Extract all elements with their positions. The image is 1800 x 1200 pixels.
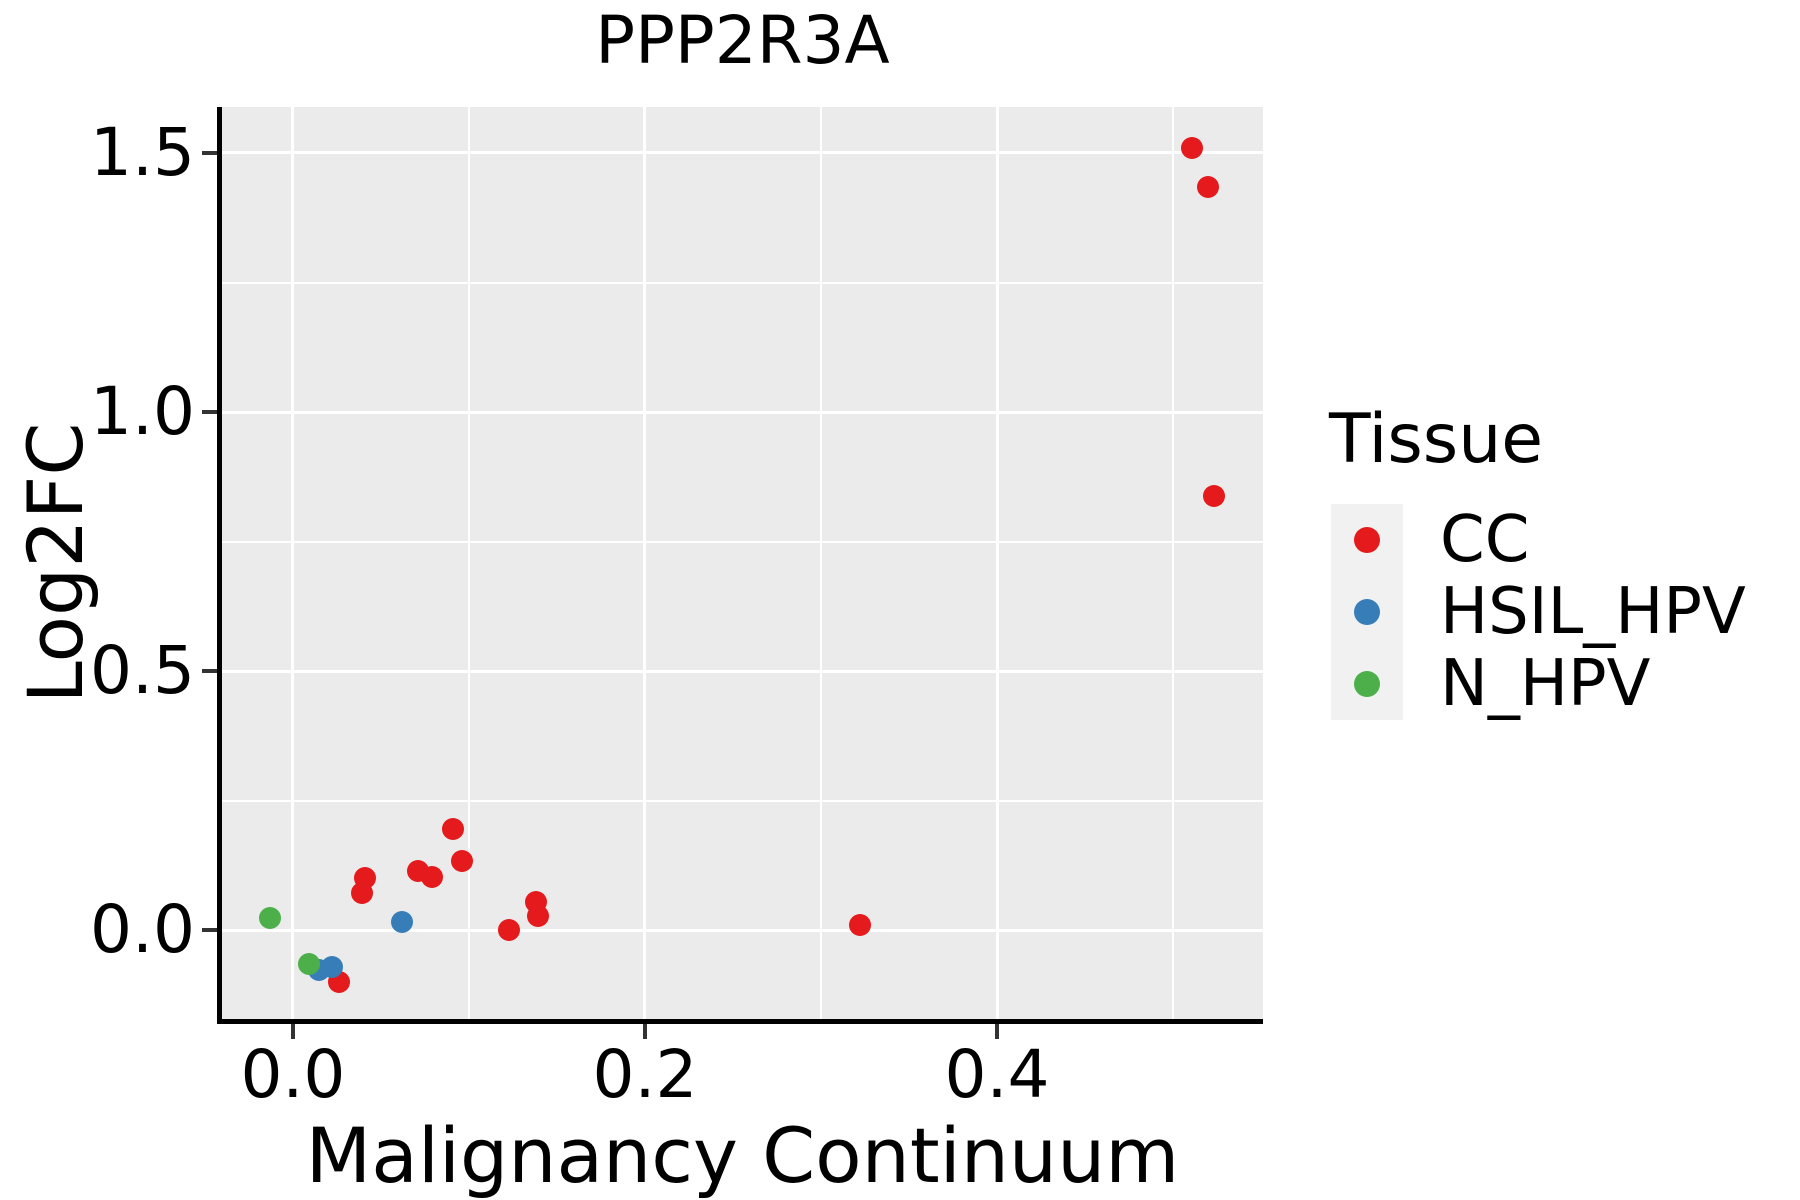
legend-title: Tissue	[1329, 400, 1544, 479]
data-point-CC	[442, 817, 465, 840]
legend-row-N_HPV: N_HPV	[1331, 648, 1746, 720]
data-point-CC	[1181, 136, 1204, 159]
x-tick-mark	[995, 1024, 1000, 1039]
x-major-gridline	[995, 107, 999, 1019]
x-tick-mark	[642, 1024, 647, 1039]
legend-row-HSIL_HPV: HSIL_HPV	[1331, 576, 1746, 648]
y-minor-gridline	[222, 281, 1263, 284]
legend-key	[1331, 504, 1403, 576]
y-tick-mark	[202, 928, 217, 932]
data-point-CC	[350, 882, 373, 905]
data-point-CC	[526, 904, 549, 927]
y-axis-title-text: Log2FC	[11, 422, 100, 704]
y-tick-label: 1.5	[90, 113, 195, 191]
x-tick-label: 0.4	[944, 1036, 1050, 1113]
y-tick-label: 1.0	[90, 373, 195, 450]
data-point-CC	[1197, 175, 1220, 198]
y-tick-mark	[202, 150, 217, 155]
plot-title: PPP2R3A	[595, 2, 890, 79]
y-tick-label: 0.5	[90, 632, 195, 709]
y-tick-mark	[202, 410, 217, 414]
x-minor-gridline	[1172, 107, 1175, 1019]
legend-dot-icon	[1354, 671, 1380, 697]
legend: Tissue CC HSIL_HPV N_HPV	[1329, 400, 1746, 720]
x-minor-gridline	[467, 107, 470, 1019]
data-point-N_HPV	[259, 907, 282, 930]
x-major-gridline	[643, 107, 647, 1019]
y-minor-gridline	[222, 540, 1263, 543]
legend-label: HSIL_HPV	[1440, 575, 1746, 649]
plot-panel	[222, 107, 1263, 1019]
x-minor-gridline	[820, 107, 822, 1019]
y-major-gridline	[222, 151, 1263, 155]
y-major-gridline	[222, 928, 1263, 932]
legend-dot-icon	[1354, 599, 1380, 625]
y-major-gridline	[222, 669, 1263, 673]
legend-items: CC HSIL_HPV N_HPV	[1331, 504, 1746, 720]
x-tick-label: 0.0	[240, 1036, 346, 1113]
legend-row-CC: CC	[1331, 504, 1746, 576]
data-point-CC	[450, 850, 473, 873]
y-tick-mark	[202, 669, 217, 673]
y-tick-label: 0.0	[90, 891, 195, 968]
x-tick-mark	[290, 1024, 295, 1039]
data-point-HSIL_HPV	[320, 956, 343, 979]
data-point-CC	[420, 866, 443, 889]
y-major-gridline	[222, 410, 1263, 414]
legend-key	[1331, 648, 1403, 720]
data-point-CC	[498, 919, 521, 941]
legend-key	[1331, 576, 1403, 648]
legend-label: CC	[1440, 503, 1530, 577]
data-point-CC	[848, 913, 871, 936]
x-major-gridline	[291, 107, 295, 1019]
x-axis-title: Malignancy Continuum	[305, 1111, 1180, 1200]
data-point-N_HPV	[297, 953, 320, 976]
y-axis-line	[217, 107, 222, 1024]
data-point-HSIL_HPV	[391, 911, 414, 934]
legend-label: N_HPV	[1440, 647, 1651, 721]
x-axis-line	[217, 1019, 1263, 1024]
y-minor-gridline	[222, 799, 1263, 802]
legend-dot-icon	[1354, 527, 1380, 553]
data-point-CC	[1202, 484, 1225, 507]
x-tick-label: 0.2	[592, 1036, 698, 1113]
